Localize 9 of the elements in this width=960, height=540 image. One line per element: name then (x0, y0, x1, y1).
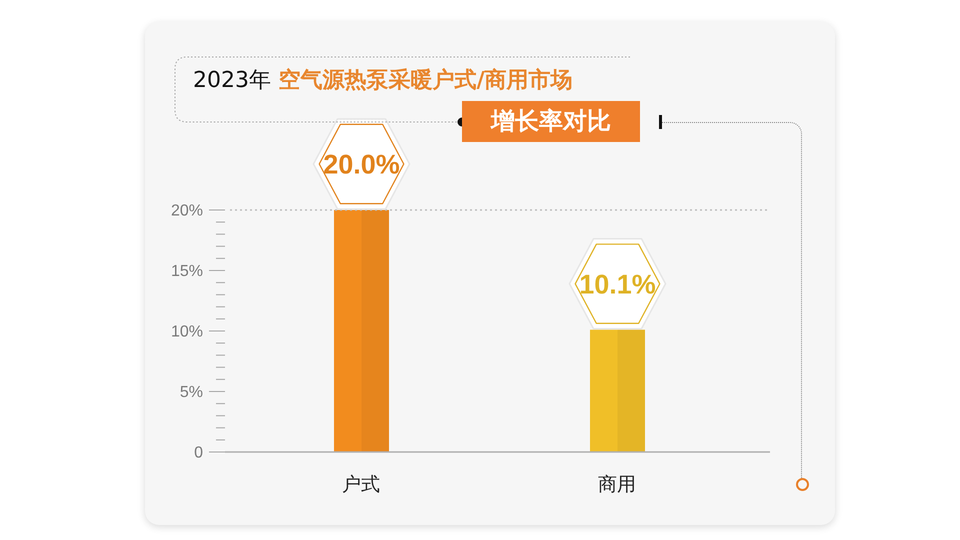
y-tick-label: 0 (194, 444, 204, 462)
y-tick-label: 10% (170, 324, 203, 341)
y-tick-label: 20% (170, 202, 203, 220)
x-tick-label: 商用 (598, 473, 636, 496)
data-label: 20.0% (323, 150, 400, 180)
x-tick-label: 户式 (342, 473, 380, 496)
y-tick-label: 5% (180, 384, 203, 402)
data-label: 10.1% (579, 270, 656, 300)
y-tick-label: 15% (170, 263, 203, 280)
